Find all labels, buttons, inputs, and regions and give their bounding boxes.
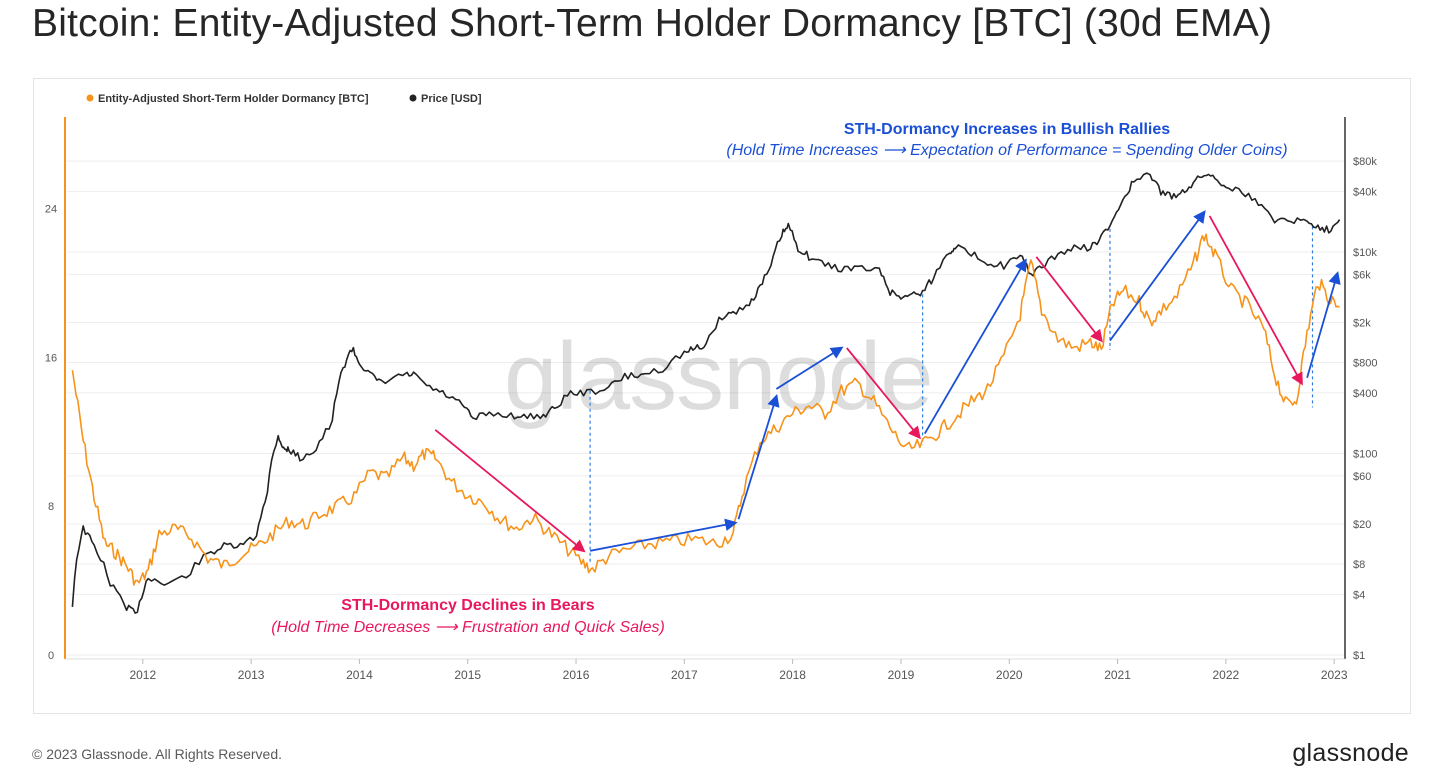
y-right-tick-label: $100 bbox=[1353, 449, 1377, 461]
page-title: Bitcoin: Entity-Adjusted Short-Term Hold… bbox=[32, 2, 1273, 45]
x-tick-label: 2015 bbox=[454, 668, 481, 682]
y-left-tick-label: 24 bbox=[45, 203, 57, 215]
trend-arrows bbox=[434, 210, 1341, 553]
y-right-tick-label: $800 bbox=[1353, 358, 1377, 370]
x-tick-label: 2013 bbox=[238, 668, 265, 682]
y-right-tick-label: $2k bbox=[1353, 317, 1371, 329]
legend-dot-price bbox=[409, 94, 417, 102]
gridlines bbox=[67, 160, 1345, 656]
bear-trend-arrow bbox=[846, 347, 921, 440]
x-tick-label: 2018 bbox=[779, 668, 806, 682]
x-tick-label: 2021 bbox=[1104, 668, 1131, 682]
price-series-line bbox=[71, 172, 1341, 614]
watermark: glassnode bbox=[504, 323, 933, 430]
x-tick-label: 2023 bbox=[1321, 668, 1348, 682]
footer-logo: glassnode bbox=[1292, 739, 1409, 767]
y-right-tick-label: $60 bbox=[1353, 471, 1371, 483]
annotation-bear-title: STH-Dormancy Declines in Bears bbox=[341, 597, 595, 614]
y-right-tick-label: $8 bbox=[1353, 559, 1365, 571]
y-right-tick-label: $1 bbox=[1353, 650, 1365, 662]
bear-trend-arrow bbox=[1035, 256, 1103, 343]
annotation-bull-title: STH-Dormancy Increases in Bullish Rallie… bbox=[844, 121, 1170, 138]
axes: $1 $4 $8 $20 $60 $100 $400 $800 $2k $6k $10k $40k $8… bbox=[45, 117, 1377, 682]
y-right-tick-label: $80k bbox=[1353, 156, 1377, 168]
bull-trend-arrow bbox=[1109, 210, 1206, 342]
annotation-bear-subtitle: (Hold Time Decreases ⟶ Frustration and Q… bbox=[271, 619, 665, 636]
legend-dot-dormancy bbox=[86, 94, 94, 102]
bull-trend-arrow bbox=[737, 393, 780, 520]
y-right-tick-label: $400 bbox=[1353, 388, 1377, 400]
legend-label-price: Price [USD] bbox=[421, 93, 482, 105]
x-tick-label: 2012 bbox=[129, 668, 156, 682]
annotation-bear: STH-Dormancy Declines in Bears (Hold Tim… bbox=[271, 597, 665, 636]
x-tick-label: 2020 bbox=[996, 668, 1023, 682]
guide-lines bbox=[589, 226, 1314, 562]
y-right-tick-label: $4 bbox=[1353, 589, 1365, 601]
legend-label-dormancy: Entity-Adjusted Short-Term Holder Dorman… bbox=[98, 93, 369, 105]
bull-trend-arrow bbox=[923, 258, 1027, 435]
y-right-tick-label: $40k bbox=[1353, 186, 1377, 198]
bear-trend-arrow bbox=[1208, 215, 1303, 386]
x-tick-label: 2022 bbox=[1213, 668, 1240, 682]
x-tick-label: 2017 bbox=[671, 668, 698, 682]
bull-trend-arrow bbox=[775, 346, 844, 390]
y-left-tick-label: 16 bbox=[45, 352, 57, 364]
bull-trend-arrow bbox=[1306, 271, 1341, 379]
dormancy-series-line bbox=[71, 233, 1340, 586]
x-tick-label: 2019 bbox=[888, 668, 915, 682]
y-left-tick-label: 0 bbox=[48, 650, 54, 662]
bear-trend-arrow bbox=[434, 429, 586, 553]
y-right-tick-label: $6k bbox=[1353, 269, 1371, 281]
y-left-tick-label: 8 bbox=[48, 501, 54, 513]
chart-panel: glassnode $1 $4 $8 $20 $60 $100 $400 $800 $2k $6k… bbox=[33, 78, 1411, 714]
x-tick-label: 2014 bbox=[346, 668, 373, 682]
footer-copyright: © 2023 Glassnode. All Rights Reserved. bbox=[32, 746, 283, 762]
y-right-tick-label: $10k bbox=[1353, 247, 1377, 259]
x-tick-label: 2016 bbox=[563, 668, 590, 682]
chart: glassnode $1 $4 $8 $20 $60 $100 $400 $800 $2k $6k… bbox=[45, 93, 1378, 682]
y-right-tick-label: $20 bbox=[1353, 519, 1371, 531]
bull-trend-arrow bbox=[589, 518, 738, 552]
annotation-bull-subtitle: (Hold Time Increases ⟶ Expectation of Pe… bbox=[726, 142, 1287, 159]
annotation-bull: STH-Dormancy Increases in Bullish Rallie… bbox=[726, 121, 1287, 159]
legend: Entity-Adjusted Short-Term Holder Dorman… bbox=[86, 93, 482, 105]
